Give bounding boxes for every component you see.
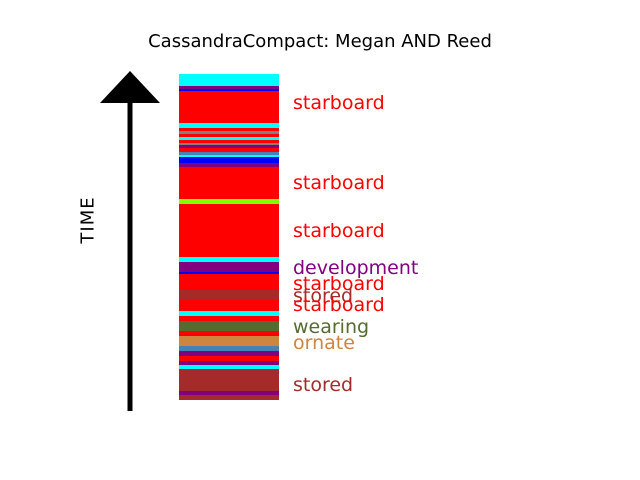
stack-band-27	[179, 316, 279, 321]
stack-label-starboard-5: starboard	[293, 294, 385, 316]
stack-band-1	[179, 86, 279, 89]
stack-band-17	[179, 167, 279, 199]
stack-band-7	[179, 134, 279, 137]
stack-label-starboard-1: starboard	[293, 92, 385, 114]
stack-band-18	[179, 199, 279, 204]
stack-band-6	[179, 131, 279, 134]
stack-band-19	[179, 204, 279, 257]
stack-band-30	[179, 336, 279, 346]
stack-band-33	[179, 356, 279, 361]
stack-band-3	[179, 91, 279, 123]
stack-label-stored-1: stored	[293, 285, 354, 307]
stack-band-0	[179, 74, 279, 86]
stack-label-wearing: wearing	[293, 316, 370, 338]
stack-band-35	[179, 365, 279, 369]
stack-band-5	[179, 128, 279, 131]
stack-band-12	[179, 148, 279, 152]
stack-band-11	[179, 145, 279, 148]
stack-band-13	[179, 152, 279, 155]
stack-band-36	[179, 369, 279, 391]
stack-band-15	[179, 157, 279, 163]
stack-band-29	[179, 331, 279, 336]
stack-band-28	[179, 321, 279, 331]
stack-band-21	[179, 262, 279, 272]
stack-band-14	[179, 155, 279, 157]
stack-label-starboard-2: starboard	[293, 172, 385, 194]
stack-band-26	[179, 311, 279, 316]
stack-band-32	[179, 351, 279, 356]
stack-band-37	[179, 391, 279, 395]
stack-band-24	[179, 290, 279, 300]
stack-band-25	[179, 300, 279, 311]
stack-band-4	[179, 123, 279, 128]
stack-band-31	[179, 346, 279, 351]
color-stack	[179, 74, 279, 400]
stack-label-starboard-4: starboard	[293, 273, 385, 295]
stack-band-10	[179, 143, 279, 145]
diagram-title: CassandraCompact: Megan AND Reed	[148, 31, 492, 52]
stack-band-8	[179, 137, 279, 140]
stack-band-38	[179, 395, 279, 400]
stack-band-23	[179, 274, 279, 290]
time-axis-label: TIME	[77, 196, 99, 244]
stack-label-starboard-3: starboard	[293, 220, 385, 242]
time-arrow-head	[100, 71, 160, 103]
stack-band-20	[179, 257, 279, 262]
stack-band-9	[179, 140, 279, 143]
stack-band-34	[179, 361, 279, 365]
stack-label-development: development	[293, 257, 419, 279]
stack-label-stored-2: stored	[293, 374, 354, 396]
stack-band-2	[179, 89, 279, 91]
stack-band-22	[179, 272, 279, 274]
stack-label-ornate: ornate	[293, 332, 355, 354]
stack-band-16	[179, 163, 279, 167]
